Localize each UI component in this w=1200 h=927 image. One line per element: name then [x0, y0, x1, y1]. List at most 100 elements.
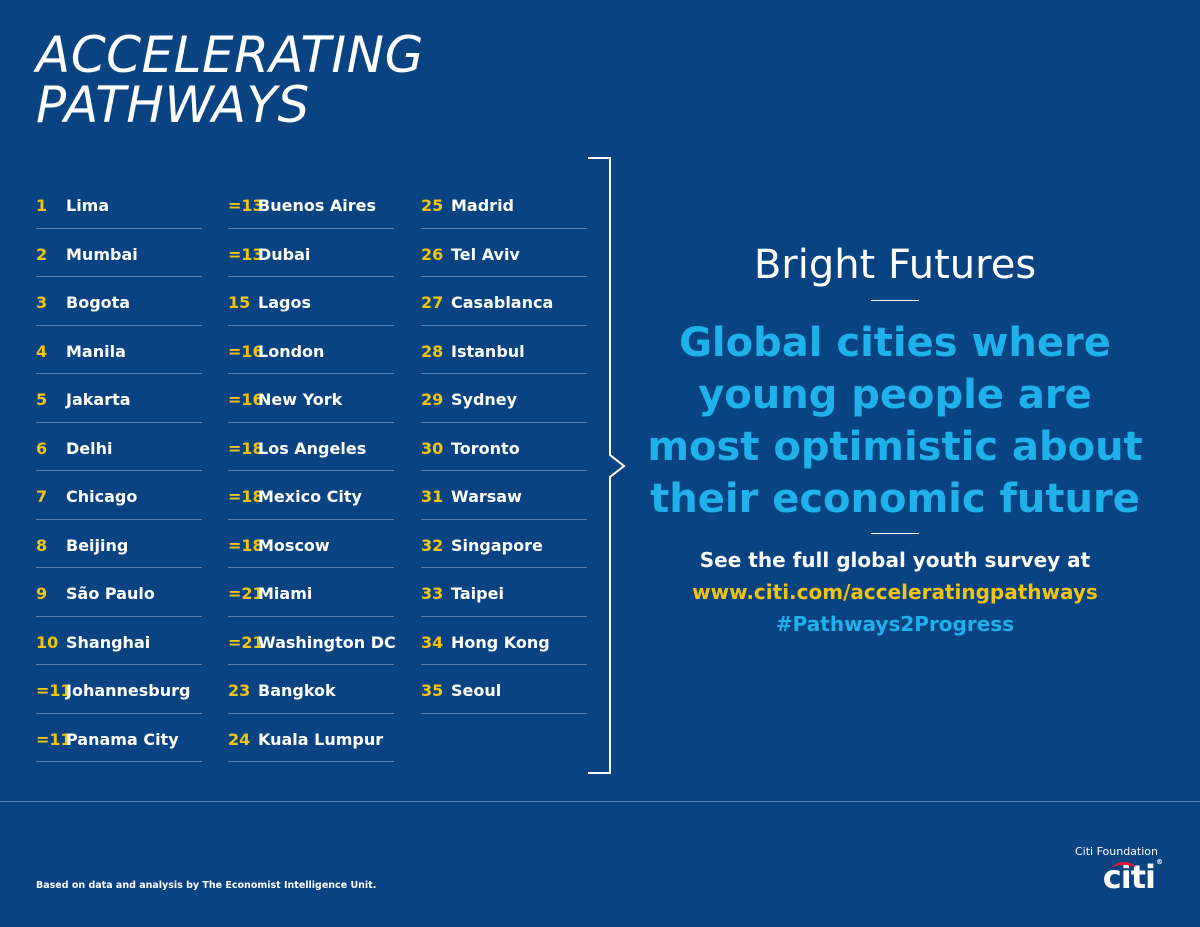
- city-name: London: [258, 341, 325, 361]
- list-item: 1 Lima: [36, 180, 202, 229]
- rank-number: 5: [36, 390, 48, 409]
- rank-number: 32: [421, 535, 444, 555]
- list-item: =21 Washington DC: [228, 617, 396, 665]
- rankings-column-2: =13 Buenos Aires =13 Dubai 15 Lagos =16 London =…: [228, 180, 396, 762]
- rank-number: 33: [421, 584, 444, 603]
- list-item: 2 Mumbai: [36, 229, 202, 277]
- rank-number: 31: [421, 487, 444, 506]
- city-name: Jakarta: [66, 390, 131, 409]
- rank-number: 29: [421, 390, 444, 409]
- city-name: Madrid: [451, 196, 514, 215]
- rank-number: 23: [228, 681, 251, 700]
- list-item: 6 Delhi: [36, 423, 202, 471]
- rank-number: 9: [36, 584, 48, 603]
- divider: [871, 300, 919, 301]
- rank-number: 2: [36, 244, 48, 264]
- city-name: Miami: [258, 584, 313, 603]
- city-name: Casablanca: [451, 293, 554, 312]
- city-name: Washington DC: [258, 632, 396, 652]
- list-item: 24 Kuala Lumpur: [228, 714, 394, 762]
- city-name: Hong Kong: [451, 632, 550, 652]
- list-item: =13 Dubai: [228, 229, 394, 277]
- list-item: 23 Bangkok: [228, 665, 394, 714]
- rank-number: =21: [228, 632, 264, 652]
- list-item: 27 Casablanca: [421, 277, 587, 326]
- rank-number: =18: [228, 535, 264, 555]
- list-item: =18 Mexico City: [228, 471, 394, 520]
- citi-logo: citi®: [1103, 858, 1163, 896]
- logo-arc: [1111, 862, 1136, 875]
- list-item: 3 Bogota: [36, 277, 202, 326]
- rank-number: 8: [36, 535, 48, 555]
- rank-number: 3: [36, 293, 48, 312]
- list-item: =18 Moscow: [228, 520, 394, 568]
- city-name: Los Angeles: [258, 438, 367, 458]
- panel-tagline: Global cities where young people are mos…: [647, 320, 1143, 522]
- city-name: Bogota: [66, 293, 131, 312]
- survey-text: See the full global youth survey at: [699, 548, 1091, 572]
- city-name: Buenos Aires: [258, 196, 377, 215]
- list-item: 10 Shanghai: [36, 617, 202, 665]
- city-name: Kuala Lumpur: [258, 729, 384, 749]
- hashtag: #Pathways2Progress: [775, 612, 1015, 636]
- city-name: New York: [258, 390, 343, 409]
- city-name: Toronto: [451, 438, 520, 458]
- foundation-label: Citi Foundation: [1074, 845, 1158, 858]
- rank-number: 1: [36, 196, 48, 215]
- city-name: Shanghai: [66, 632, 151, 652]
- list-item: 34 Hong Kong: [421, 617, 587, 665]
- list-item: =11 Johannesburg: [36, 665, 202, 714]
- rank-number: =16: [228, 341, 264, 361]
- rank-number: 24: [228, 729, 251, 749]
- list-item: 15 Lagos: [228, 277, 394, 326]
- source-note: Based on data and analysis by The Econom…: [36, 880, 377, 891]
- list-item: 7 Chicago: [36, 471, 202, 520]
- page-title: ACCELERATING PATHWAYS: [36, 30, 424, 130]
- city-name: Moscow: [258, 535, 330, 555]
- city-name: Chicago: [66, 487, 138, 506]
- city-name: Taipei: [451, 584, 504, 603]
- list-item: =13 Buenos Aires: [228, 180, 394, 229]
- rank-number: 7: [36, 487, 48, 506]
- list-item: 29 Sydney: [421, 374, 587, 423]
- panel-heading: Bright Futures: [753, 242, 1037, 288]
- city-name: Dubai: [258, 244, 311, 264]
- list-item: 35 Seoul: [421, 665, 587, 714]
- list-item: =16 New York: [228, 374, 394, 423]
- city-name: Warsaw: [451, 487, 522, 506]
- rank-number: =18: [228, 438, 264, 458]
- rank-number: =11: [36, 729, 72, 749]
- list-item: 5 Jakarta: [36, 374, 202, 423]
- city-name: Mumbai: [66, 244, 138, 264]
- city-name: Singapore: [451, 535, 543, 555]
- title-line-2: PATHWAYS: [36, 76, 310, 134]
- list-item: =18 Los Angeles: [228, 423, 394, 471]
- info-panel: Bright Futures Global cities where young…: [640, 240, 1150, 640]
- bracket-icon: [588, 157, 626, 774]
- footer-divider: [0, 801, 1200, 802]
- rank-number: 35: [421, 681, 444, 700]
- rank-number: 34: [421, 632, 444, 652]
- title-line-1: ACCELERATING: [36, 26, 424, 84]
- rankings-column-1: 1 Lima 2 Mumbai 3 Bogota 4 Manila 5 Jakarta 6 Delhi…: [36, 180, 202, 762]
- rank-number: 30: [421, 438, 444, 458]
- city-name: Panama City: [66, 729, 179, 749]
- rank-number: =18: [228, 487, 264, 506]
- city-name: Istanbul: [451, 341, 525, 361]
- list-item: 25 Madrid: [421, 180, 587, 229]
- city-name: Mexico City: [258, 487, 362, 506]
- divider: [871, 533, 919, 534]
- rank-number: 27: [421, 293, 444, 312]
- registered-mark: ®: [1156, 858, 1163, 866]
- rank-number: 26: [421, 244, 444, 264]
- rank-number: =11: [36, 681, 72, 700]
- survey-link[interactable]: www.citi.com/acceleratingpathways: [692, 580, 1098, 604]
- rank-number: =13: [228, 196, 264, 215]
- list-item: 32 Singapore: [421, 520, 587, 568]
- rank-number: 6: [36, 438, 48, 458]
- list-item: =21 Miami: [228, 568, 394, 617]
- list-item: =11 Panama City: [36, 714, 202, 762]
- list-item: 33 Taipei: [421, 568, 587, 617]
- city-name: Delhi: [66, 438, 113, 458]
- city-name: São Paulo: [66, 584, 155, 603]
